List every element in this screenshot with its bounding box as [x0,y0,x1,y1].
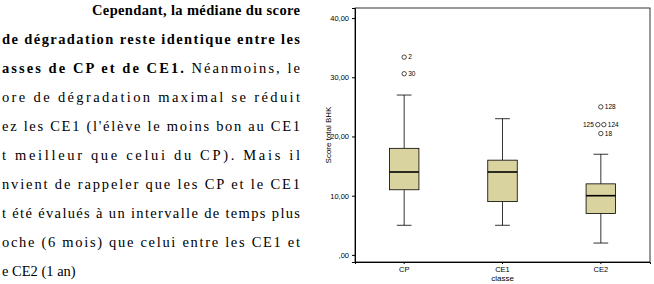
y-tick: 40,00 [330,14,355,23]
x-tick: CP [399,262,409,274]
paragraph-line: Cependant, la médiane du score [92,2,301,18]
paragraph-line: asses de CP et de CE1. Néanmoins, le [2,60,300,76]
tick-label: ,00 [339,251,349,260]
text-run: e CE2 (1 an) [2,263,76,280]
page: Cependant, la médiane du score de dégrada… [0,0,654,284]
text-run: nvient de rappeler que les CP et le CE1 [2,176,300,192]
whisker-cap [495,118,510,119]
tick-mark [404,262,405,264]
whisker-cap [593,154,608,155]
x-axis-line [356,263,651,265]
text-run: asses de CP et de CE1. [2,60,184,76]
outlier [402,72,406,76]
median-line [586,195,616,197]
y-axis: ,00 10,00 20,00 30,00 40,00 [330,9,355,263]
paragraph-line: ez les CE1 (l'élève le moins bon au CE1 [2,118,300,135]
tick-label: CE1 [495,265,510,274]
y-axis-line [352,9,356,263]
outlier-label: 128 [605,103,616,110]
text-run: oche (6 mois) que celui entre les CE1 et [2,234,300,251]
outlier-label: 124 [608,121,619,128]
outlier-label: 18 [605,130,613,137]
outlier [596,122,600,126]
text-run: ore de dégradation maximal se réduit [2,89,300,105]
outlier [599,131,603,135]
text-run: Cependant, la médiane du score [92,2,301,18]
whisker-cap [397,225,412,226]
box-body [586,184,616,214]
outlier-labels: 2 30 128 125 124 18 [408,53,619,136]
y-tick: ,00 [339,251,355,260]
paragraph-line: e CE2 (1 an) [2,263,76,280]
x-tick: CE2 [594,262,609,274]
paragraph-line: oche (6 mois) que celui entre les CE1 et [2,234,300,251]
paragraph-line: t meilleur que celui du CP). Mais il [2,147,300,164]
y-tick: 30,00 [330,73,355,82]
text-run: t meilleur que celui du CP). Mais il [2,147,300,164]
box-body [488,160,518,201]
lower-whisker [600,213,601,243]
lower-whisker [404,190,405,226]
paragraph-line: t été évalués à un intervalle de temps p… [2,205,300,221]
y-tick: 20,00 [330,132,355,141]
tick-label: 40,00 [330,14,349,23]
tick-label: 30,00 [330,73,349,82]
whisker-cap [593,243,608,244]
y-tick: 10,00 [330,192,355,201]
plot-area [389,55,615,243]
text-run: t été évalués à un intervalle de temps p… [2,205,300,221]
lower-whisker [502,202,503,226]
outlier [402,55,406,59]
outlier [599,105,603,109]
outlier-label: 30 [408,70,416,77]
tick-mark [502,262,503,264]
box-body [389,148,419,189]
outlier-label: 2 [408,53,412,60]
x-tick: CE1 [495,262,510,274]
tick-label: 20,00 [330,132,349,141]
tick-label: CP [399,265,409,274]
upper-whisker [600,154,601,184]
median-line [389,171,419,173]
tick-label: CE2 [594,265,609,274]
tick-mark [352,18,355,19]
y-axis-title: Score total BHK [324,106,333,164]
outlier-label: 125 [583,121,594,128]
tick-mark [352,196,355,197]
paragraph-line: ore de dégradation maximal se réduit [2,89,300,105]
outlier [602,122,606,126]
median-line [488,171,518,173]
tick-mark [352,136,355,137]
paragraph-line: nvient de rappeler que les CP et le CE1 [2,176,300,192]
paragraph-line: de dégradation reste identique entre les [2,31,300,47]
tick-mark [600,262,601,264]
x-axis-title: classe [491,274,514,283]
upper-whisker [502,119,503,160]
upper-whisker [404,95,405,148]
box-chart: ,00 10,00 20,00 30,00 40,00 CP CE1 CE2 classe Sco… [324,8,651,283]
whisker-cap [397,95,412,96]
tick-mark [352,255,355,256]
box [389,55,419,225]
x-axis: CP CE1 CE2 [356,262,651,274]
text-run: de dégradation reste identique entre les [2,31,300,47]
tick-label: 10,00 [330,192,349,201]
plot-frame [355,8,650,262]
text-run: Néanmoins, le [186,60,300,76]
box [488,119,518,226]
tick-mark [352,77,355,78]
text-run: ez les CE1 (l'élève le moins bon au CE1 [2,118,300,135]
whisker-cap [495,225,510,226]
